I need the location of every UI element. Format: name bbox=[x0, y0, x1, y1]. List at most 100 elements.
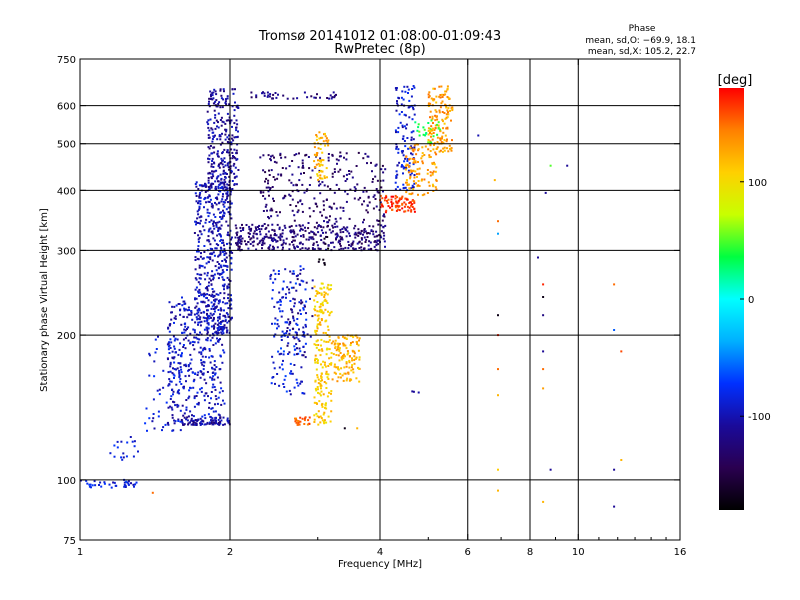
data-point bbox=[417, 148, 420, 151]
data-point bbox=[317, 147, 320, 150]
data-point bbox=[182, 344, 185, 346]
data-point bbox=[363, 218, 365, 221]
data-point bbox=[319, 148, 322, 150]
data-point bbox=[220, 273, 223, 276]
data-point bbox=[273, 335, 276, 338]
data-point bbox=[249, 243, 252, 245]
data-point bbox=[188, 389, 191, 392]
data-point bbox=[195, 422, 198, 425]
data-point bbox=[197, 321, 200, 324]
data-point bbox=[227, 421, 230, 424]
data-point bbox=[214, 403, 216, 406]
data-point bbox=[295, 322, 298, 325]
data-point bbox=[196, 318, 199, 321]
data-point bbox=[226, 187, 229, 190]
data-point bbox=[215, 105, 218, 108]
data-point bbox=[315, 412, 318, 415]
data-point bbox=[316, 205, 319, 208]
data-point bbox=[307, 419, 310, 422]
data-point bbox=[226, 201, 229, 204]
data-point bbox=[357, 228, 360, 231]
data-point bbox=[288, 332, 291, 335]
data-point bbox=[339, 151, 342, 154]
data-point bbox=[204, 196, 207, 199]
data-point bbox=[410, 131, 413, 134]
data-point bbox=[316, 290, 319, 293]
data-point bbox=[327, 139, 330, 142]
data-point bbox=[267, 182, 269, 185]
data-point bbox=[313, 308, 316, 311]
data-point bbox=[279, 237, 282, 240]
data-point bbox=[298, 328, 300, 331]
data-point bbox=[324, 144, 327, 147]
data-point bbox=[200, 300, 203, 303]
data-point bbox=[197, 213, 200, 216]
data-point bbox=[115, 484, 118, 487]
data-point bbox=[392, 195, 395, 198]
data-point bbox=[441, 137, 443, 140]
data-point bbox=[357, 151, 360, 154]
data-point bbox=[337, 376, 340, 379]
data-point bbox=[318, 292, 321, 295]
phase-stats-o: mean, sd,O: −69.9, 18.1 bbox=[585, 36, 696, 46]
data-point bbox=[227, 293, 230, 296]
data-point bbox=[311, 169, 314, 172]
data-point bbox=[314, 309, 317, 312]
data-point bbox=[329, 215, 331, 218]
data-point bbox=[330, 97, 333, 100]
data-point bbox=[202, 364, 205, 367]
data-point bbox=[205, 262, 208, 265]
data-point bbox=[248, 228, 251, 231]
data-point bbox=[362, 221, 364, 224]
data-point bbox=[264, 171, 267, 174]
data-point bbox=[398, 205, 401, 208]
data-point bbox=[319, 247, 322, 250]
data-point bbox=[413, 113, 416, 116]
data-point bbox=[220, 116, 223, 119]
data-point bbox=[324, 403, 327, 406]
data-point bbox=[436, 146, 439, 149]
data-point bbox=[212, 317, 215, 319]
data-point bbox=[250, 227, 253, 230]
data-point bbox=[224, 302, 227, 305]
data-point bbox=[333, 222, 336, 225]
data-point bbox=[173, 374, 176, 377]
data-point bbox=[174, 337, 177, 340]
data-point bbox=[199, 422, 202, 425]
data-point bbox=[276, 319, 279, 322]
data-point bbox=[292, 286, 295, 289]
data-point bbox=[220, 94, 223, 97]
data-point bbox=[269, 187, 272, 190]
data-point bbox=[429, 116, 431, 119]
data-point bbox=[200, 273, 203, 276]
data-point bbox=[230, 299, 233, 302]
data-point bbox=[212, 313, 215, 315]
data-point bbox=[218, 300, 220, 302]
data-point bbox=[395, 201, 398, 204]
data-point bbox=[324, 292, 327, 295]
data-point bbox=[381, 197, 384, 200]
data-point bbox=[390, 198, 393, 201]
data-point bbox=[218, 315, 221, 318]
data-point bbox=[409, 175, 412, 178]
data-point bbox=[125, 480, 128, 483]
data-point bbox=[207, 260, 210, 263]
data-point bbox=[196, 391, 199, 394]
data-point bbox=[153, 375, 156, 378]
data-point bbox=[314, 329, 317, 332]
data-point bbox=[318, 184, 320, 187]
data-point bbox=[305, 325, 307, 328]
data-point bbox=[222, 319, 224, 322]
data-point bbox=[265, 203, 268, 206]
data-point bbox=[255, 96, 258, 99]
data-point bbox=[289, 194, 292, 197]
data-point bbox=[170, 406, 173, 409]
data-point bbox=[189, 341, 192, 344]
data-point bbox=[279, 298, 282, 301]
data-point bbox=[411, 199, 414, 202]
data-point bbox=[272, 200, 275, 202]
data-point bbox=[208, 97, 211, 100]
data-point bbox=[274, 239, 277, 241]
data-point bbox=[347, 247, 350, 250]
data-point bbox=[243, 240, 246, 243]
